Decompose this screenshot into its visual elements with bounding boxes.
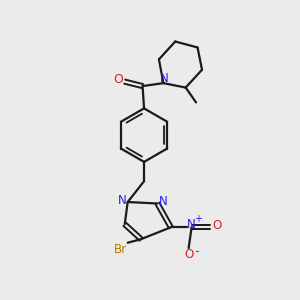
Text: N: N (158, 195, 167, 208)
Text: -: - (195, 245, 199, 258)
Text: +: + (194, 214, 202, 224)
Text: N: N (187, 218, 196, 231)
Text: Br: Br (114, 243, 127, 256)
Text: O: O (212, 219, 221, 232)
Text: O: O (184, 248, 193, 261)
Text: N: N (118, 194, 127, 207)
Text: N: N (160, 72, 168, 85)
Text: O: O (113, 73, 123, 86)
